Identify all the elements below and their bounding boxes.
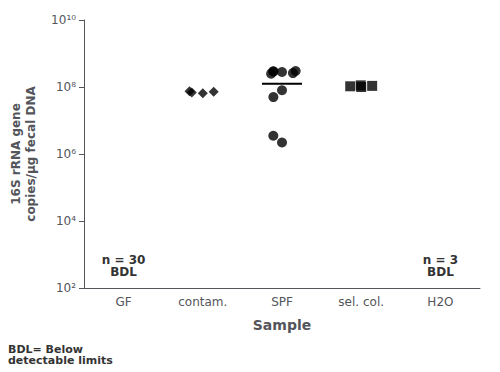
svg-text:16S rRNA gene: 16S rRNA gene	[9, 103, 23, 205]
svg-text:Sample: Sample	[253, 317, 311, 333]
svg-text:10⁶: 10⁶	[56, 147, 76, 161]
svg-text:GF: GF	[115, 295, 131, 309]
svg-text:H2O: H2O	[427, 295, 453, 309]
svg-text:10²: 10²	[56, 281, 76, 295]
svg-text:SPF: SPF	[271, 295, 293, 309]
svg-text:detectable limits: detectable limits	[8, 354, 113, 367]
svg-text:n = 3: n = 3	[422, 253, 459, 267]
svg-text:contam.: contam.	[178, 295, 227, 309]
svg-text:10⁸: 10⁸	[56, 80, 76, 94]
svg-text:BDL: BDL	[427, 265, 454, 279]
svg-text:n = 30: n = 30	[101, 253, 146, 267]
svg-text:sel. col.: sel. col.	[338, 295, 384, 309]
svg-text:BDL= Below: BDL= Below	[8, 343, 83, 356]
svg-text:copies/µg fecal DNA: copies/µg fecal DNA	[24, 86, 38, 222]
svg-text:BDL: BDL	[110, 265, 137, 279]
svg-text:10⁴: 10⁴	[56, 214, 76, 228]
svg-text:10¹⁰: 10¹⁰	[51, 13, 76, 27]
